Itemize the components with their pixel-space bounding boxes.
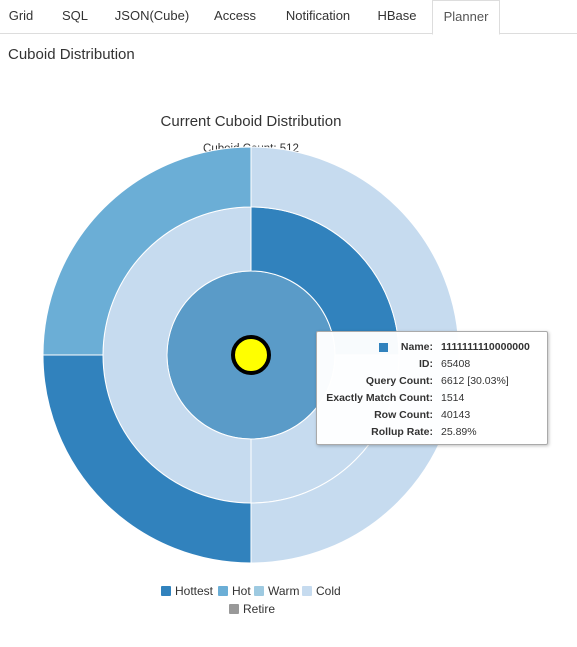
tooltip-row: Row Count: 40143	[317, 407, 549, 424]
tab-notification[interactable]: Notification	[285, 8, 351, 23]
legend-label: Warm	[268, 584, 300, 598]
legend-item-hottest[interactable]: Hottest	[161, 584, 213, 598]
tab-bar: Grid SQL JSON(Cube) Access Notification …	[0, 0, 577, 35]
cuboid-tooltip: Name: 1111111110000000 ID: 65408 Query C…	[316, 331, 548, 445]
ring-2-segment-1[interactable]	[42, 354, 252, 564]
tab-json-cube[interactable]: JSON(Cube)	[114, 8, 190, 23]
tab-sql[interactable]: SQL	[61, 8, 88, 23]
tooltip-value: 25.89%	[441, 426, 477, 438]
legend-item-cold[interactable]: Cold	[302, 584, 341, 598]
tooltip-key: Query Count:	[365, 375, 433, 387]
legend-item-retire[interactable]: Retire	[229, 602, 275, 616]
legend-swatch	[254, 586, 264, 596]
legend-label: Hottest	[175, 584, 214, 598]
legend-label: Hot	[232, 584, 251, 598]
tooltip-row-name: Name: 1111111110000000	[317, 339, 549, 356]
tooltip-key: Rollup Rate:	[371, 426, 433, 438]
tooltip-key: Exactly Match Count:	[326, 392, 433, 404]
tooltip-row: Query Count: 6612 [30.03%]	[317, 373, 549, 390]
tab-grid[interactable]: Grid	[8, 8, 34, 23]
legend-label: Retire	[243, 602, 276, 616]
tooltip-value: 1514	[441, 392, 465, 404]
legend-label: Cold	[316, 584, 341, 598]
tooltip-key: ID:	[419, 358, 433, 370]
legend-swatch	[302, 586, 312, 596]
tooltip-value: 6612 [30.03%]	[441, 375, 509, 387]
tooltip-value: 40143	[441, 409, 471, 421]
section-title: Cuboid Distribution	[8, 46, 135, 63]
legend-item-hot[interactable]: Hot	[218, 584, 251, 598]
tooltip-row: Exactly Match Count: 1514	[317, 390, 549, 407]
legend-item-warm[interactable]: Warm	[254, 584, 300, 598]
selection-marker	[231, 335, 271, 375]
tooltip-row: Rollup Rate: 25.89%	[317, 424, 549, 441]
tooltip-row: ID: 65408	[317, 356, 549, 373]
legend-swatch	[218, 586, 228, 596]
tab-access[interactable]: Access	[214, 8, 256, 23]
tooltip-value: 1111111110000000	[441, 341, 530, 353]
legend-swatch	[161, 586, 171, 596]
chart-title: Current Cuboid Distribution	[161, 113, 342, 130]
tab-planner[interactable]: Planner	[432, 0, 500, 35]
tab-hbase[interactable]: HBase	[377, 8, 417, 23]
legend-swatch	[229, 604, 239, 614]
tooltip-key: Row Count:	[374, 409, 433, 421]
ring-2-segment-2[interactable]	[42, 146, 252, 356]
tooltip-color-swatch	[379, 343, 388, 352]
ring-2-segment-0[interactable]	[250, 146, 460, 564]
tooltip-value: 65408	[441, 358, 471, 370]
tooltip-key: Name:	[400, 341, 433, 353]
